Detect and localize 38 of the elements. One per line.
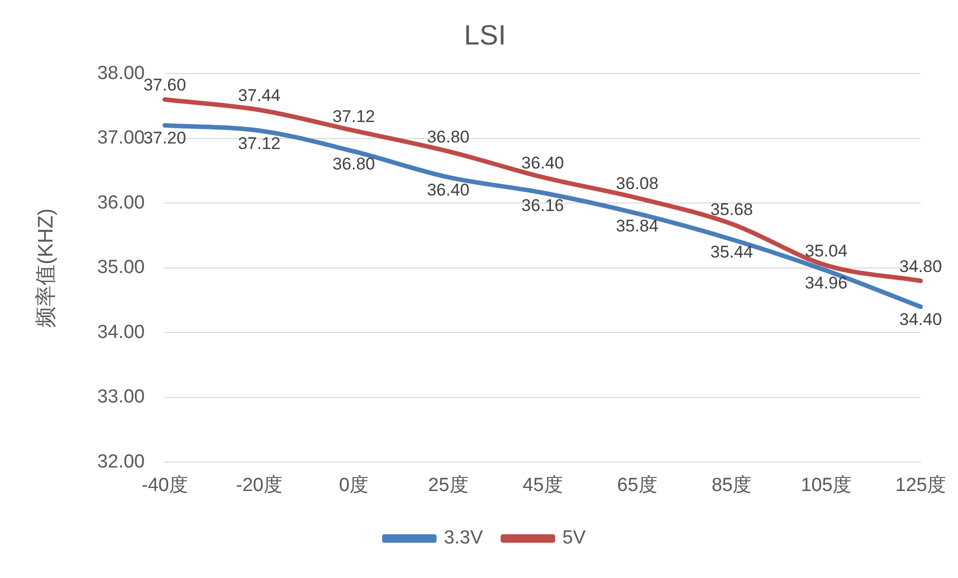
data-label: 35.44	[710, 242, 753, 262]
data-label: 35.04	[804, 241, 848, 260]
data-label: 36.08	[616, 174, 658, 194]
y-tick-label: 34.00	[97, 322, 145, 343]
x-tick-label: 45度	[522, 474, 563, 496]
y-tick-label: 32.00	[97, 451, 145, 472]
data-label: 37.44	[238, 86, 281, 106]
x-tick-label: 25度	[428, 474, 468, 496]
y-tick-label: 38.00	[97, 62, 145, 84]
data-label: 36.40	[521, 153, 564, 172]
y-tick-label: 35.00	[97, 257, 145, 278]
chart-title: LSI	[464, 20, 506, 51]
data-label: 36.80	[426, 128, 470, 147]
x-tick-label: -40度	[142, 474, 188, 496]
legend-label: 3.3V	[444, 528, 484, 549]
x-tick-label: -20度	[236, 474, 282, 496]
data-label: 34.96	[804, 274, 848, 293]
data-label: 37.12	[238, 134, 281, 153]
data-label: 36.80	[332, 154, 375, 174]
data-label: 35.84	[616, 216, 658, 236]
x-tick-label: 125度	[895, 474, 946, 496]
y-axis-title: 频率值(KHZ)	[34, 208, 58, 328]
y-tick-label: 33.00	[97, 386, 145, 408]
x-tick-label: 65度	[617, 474, 658, 496]
data-label: 35.68	[710, 200, 753, 220]
data-label: 36.40	[426, 180, 470, 200]
x-tick-label: 105度	[800, 474, 852, 496]
x-tick-label: 85度	[712, 474, 752, 496]
y-tick-label: 36.00	[97, 192, 145, 214]
data-label: 37.60	[143, 76, 186, 95]
data-label: 34.40	[899, 310, 942, 329]
y-tick-label: 37.00	[97, 128, 145, 149]
data-label: 36.16	[521, 196, 564, 215]
legend-label: 5V	[562, 528, 586, 549]
data-label: 34.80	[899, 257, 942, 276]
data-label: 37.12	[332, 106, 375, 126]
data-label: 37.20	[143, 128, 186, 148]
x-tick-label: 0度	[338, 474, 369, 496]
